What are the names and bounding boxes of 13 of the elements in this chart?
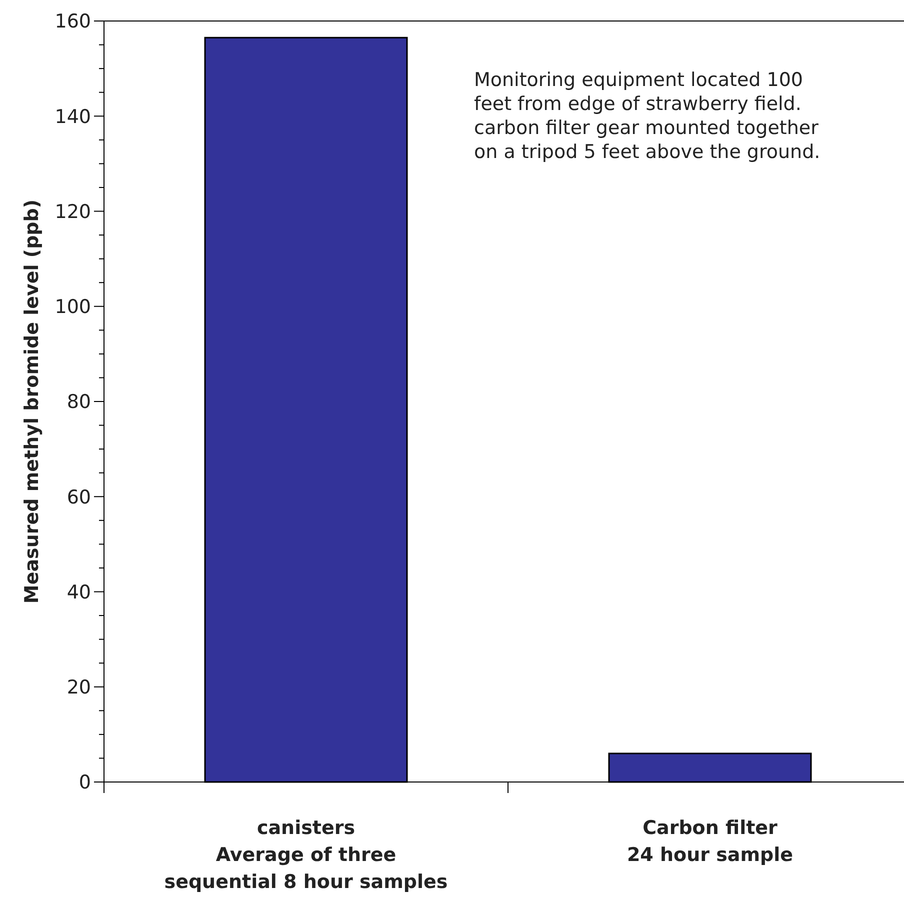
y-tick-label: 60	[66, 486, 91, 508]
x-tick-label: canisters Average of three sequential 8 hour samples	[164, 817, 448, 893]
x-tick-label: Carbon filter 24 hour sample	[626, 817, 794, 866]
y-tick-label: 40	[66, 581, 91, 604]
y-tick-label: 100	[54, 296, 91, 318]
y-axis-title: Measured methyl bromide level (ppb)	[21, 199, 43, 604]
y-tick-label: 20	[66, 676, 91, 699]
y-tick-label: 0	[78, 772, 91, 794]
y-tick-label: 160	[54, 10, 91, 33]
y-tick-label: 140	[54, 106, 91, 128]
annotation: Monitoring equipment located 100 feet from edge of strawberry field. carbon filter gear mounted together on a tripod 5 feet above the ground.	[474, 69, 820, 163]
y-tick-label: 80	[66, 391, 91, 414]
y-tick-label: 120	[54, 200, 91, 223]
